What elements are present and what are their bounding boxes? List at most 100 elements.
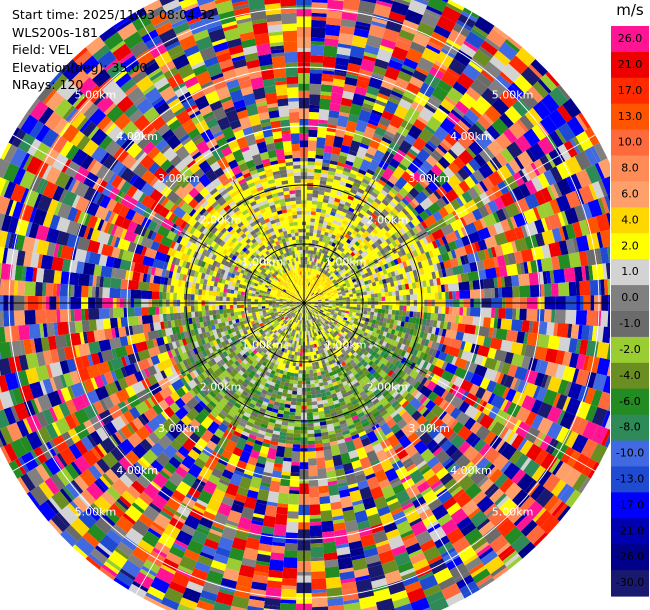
velocity-gate [461, 190, 473, 204]
velocity-gate [452, 81, 468, 96]
velocity-gate [328, 287, 333, 291]
velocity-gate [305, 352, 309, 357]
velocity-gate [332, 182, 340, 188]
velocity-gate [287, 422, 295, 427]
velocity-gate [306, 298, 310, 301]
velocity-gate [309, 268, 313, 272]
velocity-gate [335, 303, 340, 306]
velocity-gate [337, 275, 342, 279]
velocity-gate [391, 217, 399, 225]
velocity-gate [551, 283, 559, 297]
velocity-gate [354, 262, 360, 267]
velocity-gate [405, 311, 410, 317]
velocity-gate [286, 436, 294, 441]
velocity-gate [334, 532, 349, 546]
velocity-gate [486, 125, 501, 140]
velocity-gate [512, 286, 520, 298]
velocity-gate [352, 249, 358, 255]
velocity-gate [315, 154, 324, 160]
velocity-gate [328, 265, 332, 270]
velocity-gate [322, 283, 326, 287]
velocity-gate [393, 77, 410, 93]
velocity-gate [398, 310, 403, 316]
velocity-gate [514, 156, 525, 170]
velocity-gate [370, 222, 378, 229]
velocity-gate [416, 311, 421, 319]
velocity-gate [376, 48, 393, 63]
velocity-gate [295, 412, 302, 417]
velocity-gate [544, 309, 552, 323]
velocity-gate [338, 32, 354, 46]
velocity-gate [505, 263, 519, 277]
velocity-gate [324, 231, 329, 237]
velocity-gate [436, 197, 447, 209]
velocity-gate [319, 256, 323, 261]
velocity-gate [315, 215, 321, 220]
velocity-gate [392, 165, 406, 180]
velocity-gate [472, 169, 485, 183]
velocity-gate [310, 246, 315, 251]
velocity-gate [441, 0, 449, 3]
velocity-gate [398, 220, 406, 228]
velocity-gate [476, 72, 493, 88]
velocity-gate [343, 83, 357, 93]
velocity-gate [306, 285, 309, 290]
velocity-gate [441, 138, 453, 149]
velocity-gate [311, 268, 315, 273]
velocity-gate [319, 248, 323, 253]
velocity-gate [289, 475, 300, 487]
velocity-gate [330, 153, 340, 162]
velocity-gate [350, 188, 358, 195]
velocity-gate [373, 234, 380, 241]
velocity-gate [427, 181, 439, 193]
velocity-gate [327, 278, 331, 283]
velocity-gate [316, 457, 326, 469]
velocity-gate [339, 276, 344, 281]
velocity-gate [363, 250, 369, 256]
velocity-gate [347, 277, 352, 282]
velocity-gate [360, 257, 366, 263]
velocity-gate [335, 57, 350, 67]
velocity-gate [308, 246, 312, 251]
velocity-gate [503, 89, 518, 104]
velocity-gate [312, 415, 320, 420]
velocity-gate [384, 66, 401, 81]
velocity-gate [421, 160, 434, 172]
velocity-gate [307, 423, 314, 427]
velocity-gate [466, 307, 471, 317]
velocity-gate [306, 281, 308, 286]
velocity-gate [340, 211, 347, 217]
velocity-gate [411, 198, 420, 207]
velocity-gate [309, 94, 321, 106]
velocity-gate [392, 295, 396, 301]
velocity-gate [299, 359, 303, 364]
velocity-gate [305, 377, 311, 381]
velocity-gate [305, 249, 309, 254]
velocity-gate [306, 408, 313, 413]
velocity-gate [469, 78, 488, 96]
velocity-gate [307, 451, 317, 459]
velocity-gate [435, 161, 446, 172]
velocity-gate [427, 201, 442, 215]
velocity-gate [328, 229, 334, 235]
velocity-gate [318, 259, 322, 264]
velocity-gate [399, 210, 407, 218]
velocity-gate [364, 298, 368, 302]
velocity-gate [312, 280, 315, 284]
velocity-gate [343, 254, 348, 260]
velocity-gate [313, 258, 318, 263]
velocity-gate [308, 119, 319, 131]
velocity-gate [392, 87, 405, 96]
velocity-gate [402, 181, 414, 193]
velocity-gate [311, 578, 327, 590]
velocity-gate [316, 201, 323, 206]
velocity-gate [314, 286, 318, 290]
velocity-gate [325, 17, 342, 26]
velocity-gate [334, 212, 341, 218]
velocity-gate [306, 264, 310, 268]
velocity-gate [296, 391, 302, 395]
velocity-gate [341, 208, 349, 214]
velocity-gate [307, 282, 309, 286]
velocity-gate [309, 282, 312, 287]
velocity-gate [309, 504, 321, 516]
